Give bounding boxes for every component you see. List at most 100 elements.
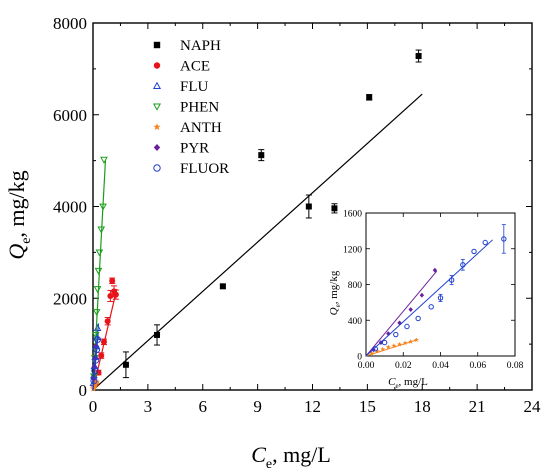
- inset-x-axis-title: Ce, mg/L: [388, 376, 428, 390]
- inset-data-point-fluor: [404, 323, 410, 330]
- data-point-phen: [92, 309, 101, 317]
- inset-data-point-fluor: [460, 262, 466, 268]
- data-point-phen: [95, 249, 104, 257]
- legend-item-ace: ACE: [153, 59, 210, 75]
- legend-item-flu: FLU: [152, 79, 209, 95]
- inset-data-point-fluor: [482, 239, 488, 246]
- inset-data-point-anth: [374, 348, 380, 354]
- legend-marker-anth: [153, 123, 161, 131]
- x-tick-label: 12: [304, 397, 321, 416]
- legend-item-pyr: PYR: [153, 141, 209, 157]
- inset-y-tick-label: 400: [348, 317, 363, 327]
- legend-label-ace: ACE: [180, 59, 210, 75]
- data-point-phen: [100, 156, 108, 164]
- data-point-phen: [99, 203, 107, 211]
- inset-frame: [365, 212, 516, 357]
- inset-fit-line-pyr: [365, 270, 438, 357]
- y-tick-label: 4000: [53, 198, 87, 217]
- data-point-ace: [112, 291, 119, 298]
- inset-data-point-fluor: [381, 339, 388, 346]
- data-point-fluor: [94, 336, 102, 344]
- inset-data-point-fluor: [448, 277, 455, 283]
- fit-line-fluor: [92, 333, 99, 391]
- legend-marker-fluor: [153, 164, 161, 172]
- data-point-naph: [331, 205, 338, 212]
- inset-series-pyr: [365, 267, 438, 357]
- x-tick-label: 9: [253, 397, 262, 416]
- x-axis-title: Ce, mg/L: [251, 442, 331, 471]
- data-point-ace: [98, 352, 105, 359]
- inset-data-point-pyr: [432, 267, 438, 273]
- inset-data-point-fluor: [415, 315, 421, 322]
- x-tick-label: 18: [414, 397, 431, 416]
- inset-data-point-fluor: [393, 331, 399, 338]
- x-tick-label: 3: [144, 397, 153, 416]
- inset-data-point-anth: [402, 340, 408, 346]
- data-point-naph: [122, 361, 129, 368]
- inset-x-tick-label: 0.06: [469, 361, 486, 371]
- svg-text:Ce, mg/L: Ce, mg/L: [251, 442, 331, 471]
- legend-item-fluor: FLUOR: [153, 161, 229, 177]
- fit-line-naph: [92, 93, 423, 391]
- inset-data-point-anth: [397, 341, 403, 347]
- inset-y-axis-title-sub: e: [334, 304, 342, 307]
- legend-label-anth: ANTH: [180, 120, 222, 136]
- inset-y-axis-title-unit: , mg/kg: [328, 270, 340, 304]
- inset-data-point-fluor: [471, 248, 477, 255]
- inset-fit-line-fluor: [365, 239, 493, 357]
- inset-y-tick-label: 800: [348, 281, 363, 291]
- y-tick-label: 6000: [53, 106, 87, 125]
- legend-marker-ace: [153, 62, 161, 69]
- data-point-phen: [97, 226, 106, 234]
- inset-data-point-anth: [413, 337, 419, 343]
- series-fluor: [90, 333, 102, 391]
- legend-marker-pyr: [153, 143, 161, 152]
- x-tick-label: 6: [199, 397, 208, 416]
- inset-data-point-anth: [391, 343, 397, 348]
- inset-series-fluor: [365, 224, 507, 357]
- inset-fit-line-anth: [365, 338, 419, 357]
- inset-data-point-pyr: [419, 292, 425, 298]
- inset-series-anth: [365, 337, 419, 357]
- inset-plot-marks: [365, 224, 507, 357]
- data-point-naph: [366, 94, 373, 101]
- inset-data-point-pyr: [408, 307, 413, 312]
- inset-data-point-anth: [369, 350, 375, 356]
- data-point-naph: [154, 331, 161, 338]
- data-point-ace: [104, 318, 111, 325]
- data-point-naph: [305, 203, 312, 210]
- y-axis-title-sub: e: [19, 238, 34, 244]
- legend-marker-naph: [153, 41, 161, 49]
- x-axis-title-main: C: [251, 442, 266, 467]
- inset-y-tick-label: 1200: [343, 245, 362, 255]
- inset-x-tick-label: 0.00: [358, 361, 375, 371]
- inset-x-axis-title-main: C: [388, 376, 396, 388]
- data-point-ace: [107, 292, 114, 299]
- x-tick-label: 15: [359, 397, 376, 416]
- inset-x-tick-label: 0.04: [432, 361, 449, 371]
- data-point-naph: [258, 152, 265, 159]
- inset-data-point-fluor: [372, 346, 379, 352]
- y-tick-label: 8000: [53, 14, 87, 33]
- data-point-pyr: [92, 354, 99, 362]
- legend-item-naph: NAPH: [153, 38, 221, 54]
- x-axis-title-sub: e: [266, 457, 272, 471]
- legend-label-naph: NAPH: [180, 38, 221, 54]
- inset-x-axis-title-unit: , mg/L: [399, 376, 429, 388]
- data-point-naph: [415, 53, 422, 60]
- data-point-fluor: [91, 367, 99, 375]
- main-plot-marks: [89, 49, 423, 392]
- legend-label-pyr: PYR: [180, 141, 209, 157]
- legend-label-flu: FLU: [180, 79, 209, 95]
- data-point-fluor: [90, 377, 98, 385]
- legend-item-phen: PHEN: [152, 100, 219, 116]
- inset-data-point-anth: [380, 346, 386, 352]
- inset-data-point-pyr: [397, 320, 402, 326]
- svg-text:Ce, mg/L: Ce, mg/L: [388, 376, 428, 390]
- svg-text:Qe, mg/kg: Qe, mg/kg: [4, 170, 34, 259]
- legend-item-anth: ANTH: [153, 120, 222, 136]
- data-point-naph: [219, 283, 226, 290]
- y-tick-label: 0: [79, 381, 88, 400]
